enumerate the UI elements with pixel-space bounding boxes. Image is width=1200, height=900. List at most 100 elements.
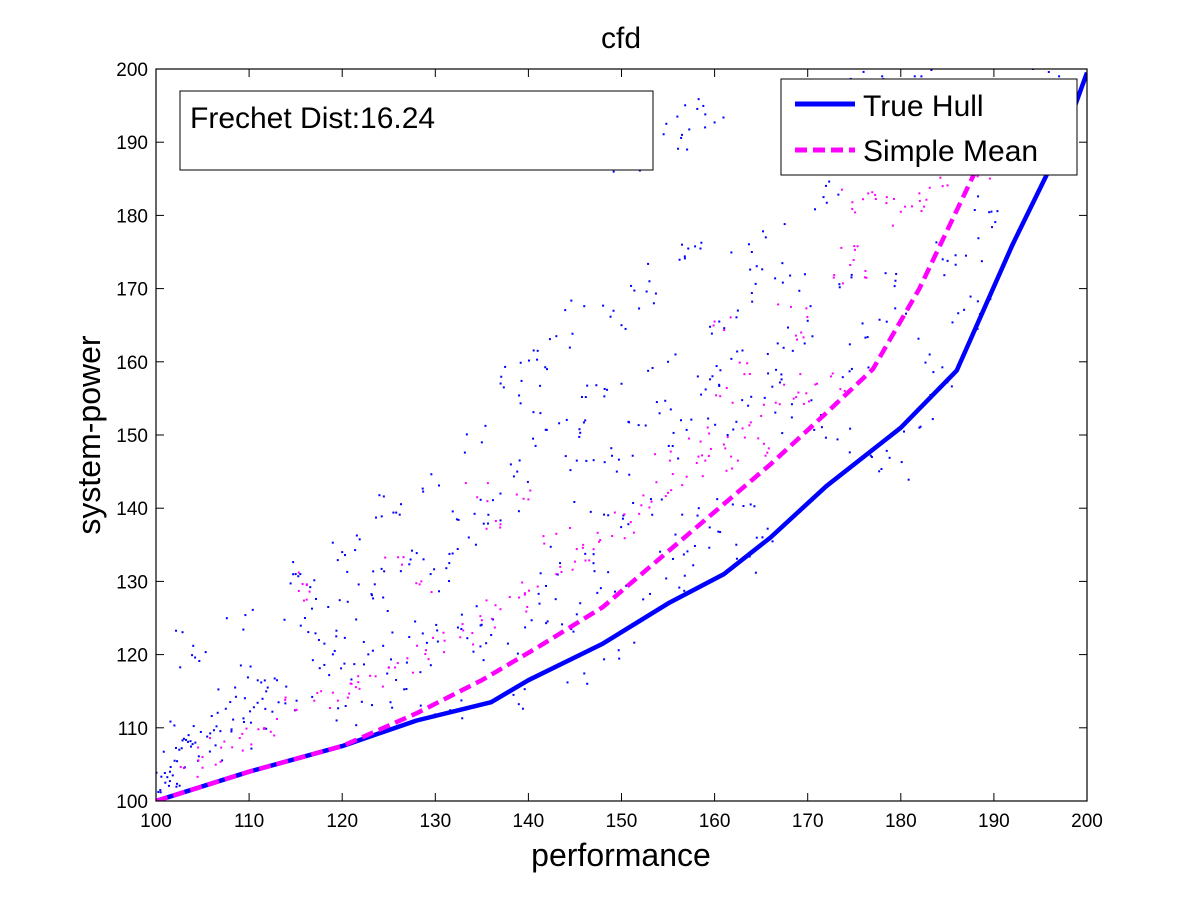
- scatter-point: [175, 629, 178, 632]
- scatter-point: [484, 424, 487, 427]
- scatter-point: [297, 589, 300, 592]
- scatter-point: [715, 394, 718, 397]
- scatter-point: [422, 558, 425, 561]
- scatter-point: [559, 565, 562, 568]
- scatter-point: [930, 69, 933, 72]
- scatter-point: [485, 527, 488, 530]
- scatter-point: [731, 467, 734, 470]
- scatter-point: [996, 210, 999, 213]
- x-tick-label: 120: [326, 811, 358, 832]
- scatter-point: [471, 632, 474, 635]
- scatter-point: [380, 567, 383, 570]
- scatter-point: [805, 307, 808, 310]
- scatter-point: [320, 690, 323, 693]
- scatter-point: [841, 282, 844, 285]
- series-line-simple-mean: [156, 82, 1024, 801]
- scatter-point: [229, 701, 232, 704]
- scatter-point: [375, 516, 378, 519]
- scatter-point: [704, 113, 707, 116]
- scatter-point: [397, 556, 400, 559]
- scatter-point: [683, 589, 686, 592]
- scatter-point: [564, 309, 567, 312]
- scatter-point: [849, 263, 852, 266]
- scatter-point: [822, 196, 825, 199]
- scatter-point: [381, 685, 384, 688]
- scatter-point: [586, 384, 589, 387]
- x-tick-label: 130: [419, 811, 451, 832]
- scatter-point: [802, 402, 805, 405]
- scatter-point: [881, 75, 884, 78]
- scatter-point: [628, 473, 631, 476]
- scatter-point: [652, 302, 655, 305]
- scatter-point: [799, 373, 802, 376]
- scatter-point: [256, 701, 259, 704]
- scatter-point: [210, 715, 213, 718]
- scatter-point: [669, 450, 672, 453]
- scatter-point: [623, 537, 626, 540]
- scatter-point: [655, 481, 658, 484]
- scatter-point: [575, 459, 578, 462]
- scatter-point: [814, 383, 817, 386]
- scatter-point: [642, 494, 645, 497]
- scatter-point: [596, 531, 599, 534]
- scatter-point: [637, 424, 640, 427]
- scatter-point: [382, 644, 385, 647]
- scatter-point: [655, 401, 658, 404]
- scatter-point: [445, 567, 448, 570]
- y-tick-label: 140: [116, 499, 148, 520]
- scatter-point: [374, 675, 377, 678]
- scatter-point: [264, 707, 267, 710]
- scatter-point: [402, 556, 405, 559]
- scatter-point: [389, 658, 392, 661]
- scatter-point: [980, 260, 983, 263]
- scatter-point: [747, 243, 750, 246]
- scatter-point: [963, 308, 966, 311]
- scatter-point: [928, 186, 931, 189]
- scatter-point: [265, 690, 268, 693]
- scatter-point: [455, 518, 458, 521]
- scatter-point: [719, 531, 722, 534]
- scatter-point: [767, 447, 770, 450]
- scatter-point: [654, 292, 657, 295]
- scatter-point: [182, 767, 185, 770]
- scatter-point: [400, 503, 403, 506]
- scatter-point: [1058, 75, 1061, 78]
- scatter-point: [625, 584, 628, 587]
- scatter-point: [191, 743, 194, 746]
- scatter-point: [545, 622, 548, 625]
- scatter-point: [212, 729, 215, 732]
- scatter-point: [722, 443, 725, 446]
- scatter-point: [189, 745, 192, 748]
- scatter-point: [341, 551, 344, 554]
- scatter-point: [273, 734, 276, 737]
- scatter-point: [885, 320, 888, 323]
- scatter-point: [284, 702, 287, 705]
- scatter-point: [925, 198, 928, 201]
- scatter-point: [853, 248, 856, 251]
- scatter-point: [632, 501, 635, 504]
- scatter-point: [664, 495, 667, 498]
- annotation-box: Frechet Dist:16.24: [179, 90, 654, 171]
- scatter-point: [943, 274, 946, 277]
- scatter-point: [671, 444, 674, 447]
- scatter-point: [528, 589, 531, 592]
- scatter-point: [383, 570, 386, 573]
- scatter-point: [518, 459, 521, 462]
- scatter-point: [414, 620, 417, 623]
- scatter-point: [174, 746, 177, 749]
- scatter-point: [704, 388, 707, 391]
- scatter-point: [277, 701, 280, 704]
- scatter-point: [238, 737, 241, 740]
- scatter-point: [487, 513, 490, 516]
- scatter-point: [217, 688, 220, 691]
- scatter-point: [545, 584, 548, 587]
- scatter-point: [157, 790, 160, 793]
- scatter-point: [862, 70, 865, 73]
- scatter-point: [800, 331, 803, 334]
- scatter-point: [1047, 70, 1050, 73]
- scatter-point: [479, 498, 482, 501]
- legend: True Hull Simple Mean: [780, 78, 1078, 176]
- scatter-point: [885, 196, 888, 199]
- scatter-point: [529, 489, 532, 492]
- scatter-point: [538, 602, 541, 605]
